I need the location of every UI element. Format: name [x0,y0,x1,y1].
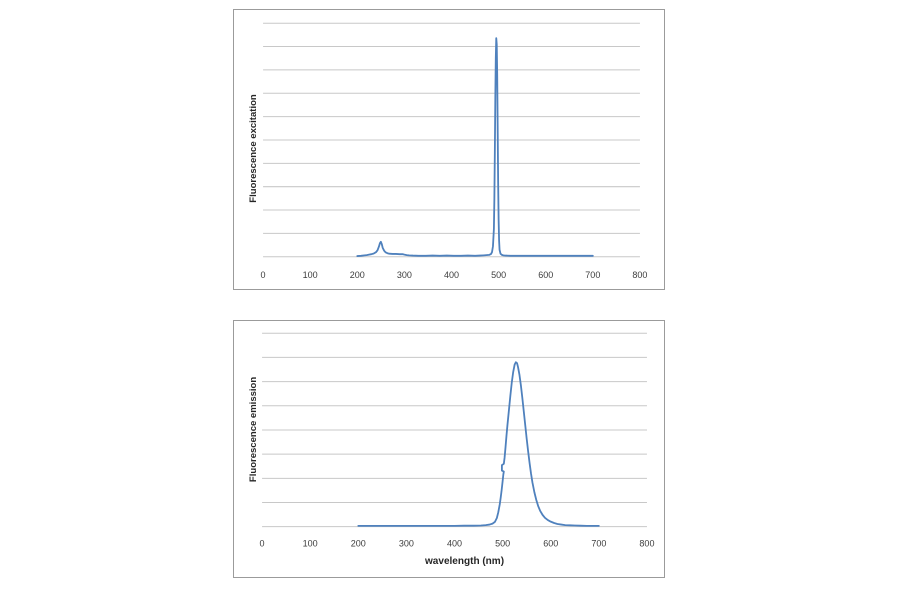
x-tick-label: 0 [261,270,266,280]
x-tick-label: 700 [591,539,606,549]
x-tick-label: 100 [303,270,318,280]
excitation-chart-canvas: 0 100 200 300 400 500 600 700 800 Fluorescence ex… [248,22,647,280]
y-axis-title: Fluorescence emission [248,377,259,482]
emission-chart-canvas: 0 100 200 300 400 500 600 700 800 Fluorescence em… [248,332,654,567]
x-axis-title: wavelength (nm) [424,556,504,567]
y-axis-title: Fluorescence excitation [248,94,259,203]
excitation-chart: 0 100 200 300 400 500 600 700 800 Fluorescence ex… [233,9,665,290]
x-tick-label: 200 [350,270,365,280]
x-tick-label: 600 [538,270,553,280]
spectrum-line [356,37,594,257]
x-tick-label: 400 [447,539,462,549]
x-tick-label: 800 [639,539,654,549]
x-tick-label: 100 [303,539,318,549]
x-tick-label: 700 [585,270,600,280]
emission-chart: 0 100 200 300 400 500 600 700 800 Fluorescence em… [233,320,665,578]
x-tick-label: 300 [399,539,414,549]
x-tick-label: 800 [632,270,647,280]
x-tick-label: 0 [260,539,265,549]
x-tick-label: 500 [495,539,510,549]
x-tick-label: 600 [543,539,558,549]
spectrum-line [357,361,600,527]
x-tick-label: 500 [491,270,506,280]
x-tick-label: 200 [351,539,366,549]
x-tick-label: 400 [444,270,459,280]
x-tick-label: 300 [397,270,412,280]
